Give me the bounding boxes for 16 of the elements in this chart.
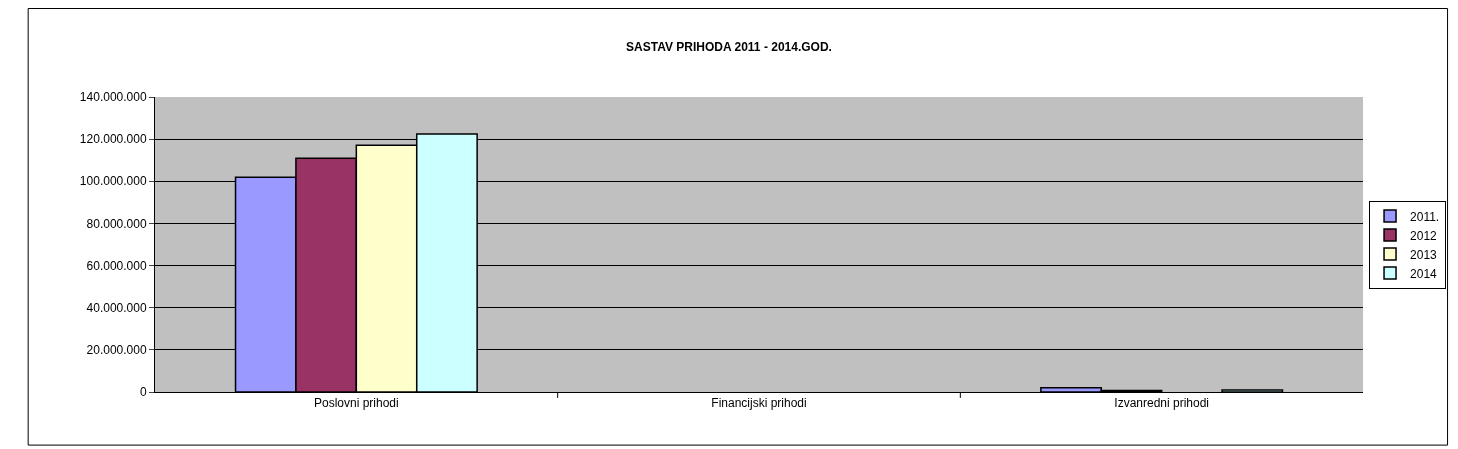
- x-tick-label: Poslovni prihodi: [313, 396, 399, 411]
- y-tick-label: 120.000.000: [79, 132, 147, 147]
- legend-label: 2012: [1410, 228, 1438, 243]
- y-tick-label: 20.000.000: [86, 343, 147, 358]
- legend-label: 2014: [1410, 266, 1438, 281]
- x-tick-label: Izvanredni prihodi: [1114, 396, 1210, 411]
- y-tick-label: 100.000.000: [79, 174, 147, 189]
- x-tick-label: Financijski prihodi: [711, 396, 807, 411]
- chart-title: SASTAV PRIHODA 2011 - 2014.GOD.: [626, 40, 832, 55]
- legend-label: 2013: [1410, 247, 1438, 262]
- y-tick-label: 80.000.000: [86, 216, 147, 231]
- y-tick-label: 140.000.000: [79, 90, 147, 105]
- y-tick-label: 60.000.000: [86, 258, 147, 273]
- y-tick-label: 40.000.000: [86, 300, 147, 315]
- y-tick-label: 0: [139, 385, 147, 400]
- legend-label: 2011.: [1410, 209, 1440, 224]
